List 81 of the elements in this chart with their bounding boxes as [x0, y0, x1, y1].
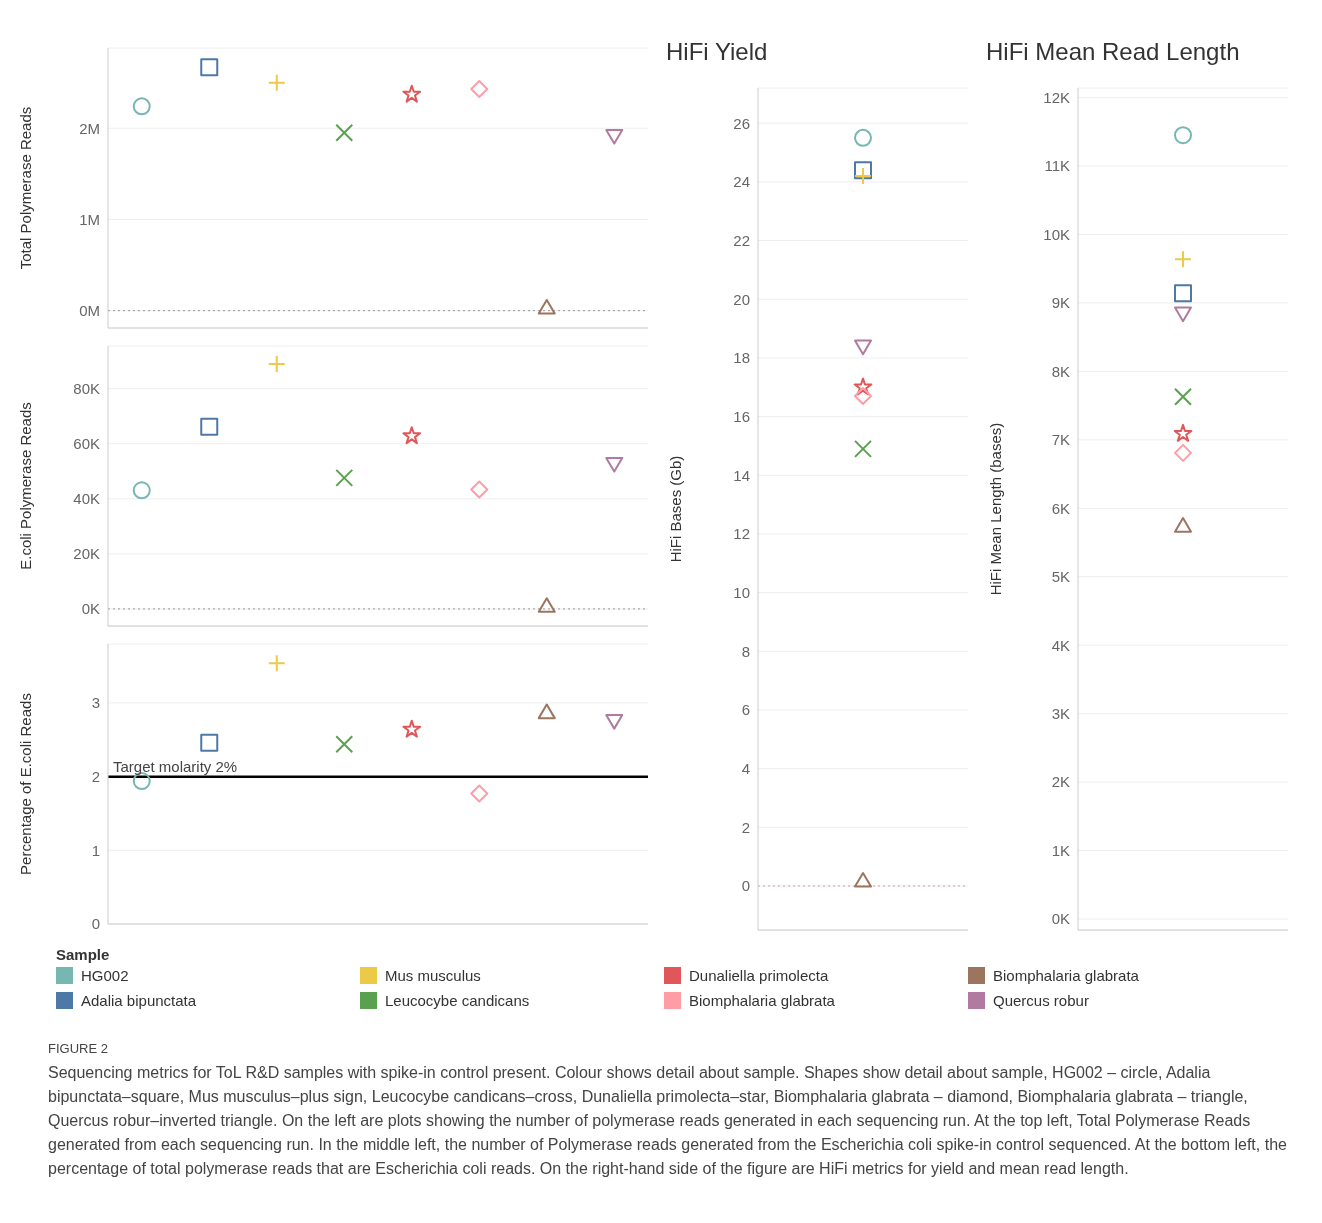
point	[335, 468, 354, 487]
point	[402, 84, 422, 103]
legend-title: Sample	[56, 946, 111, 963]
legend-label: Adalia bipunctata	[80, 991, 198, 1011]
text: Sequencing metrics for ToL R&D samples with spike-in control present. Colour shows detail about sample. Shapes show detail about sample, HG002 – circle, Adalia bipunctata–square, Mus musculus–plus sign, Leucocybe candicans–cross, Dunaliella primolecta–star, Biomphalaria glabrata – diamond, Biomphalaria glabrata – triangle, Quercus robur–inverted triangle. On the left are plots showing the number of polymerase reads generated in each sequencing run. At the top left, Total Polymerase Reads generated from each sequencing run. In the middle left, the number of Polymerase reads generated from the Escherichia coli spike-in control sequenced. At the bottom left, the percentage of total polymerase reads that are Escherichia coli reads. On the right-hand side of the figure are HiFi metrics for yield and mean read length.	[48, 1063, 1288, 1179]
point	[402, 426, 422, 445]
y-axis-title: Percentage of E.coli Reads	[17, 693, 35, 875]
y-tick-label: 20K	[73, 545, 100, 563]
y-tick-label: 1	[91, 841, 100, 859]
y-tick-label: 0K	[1051, 910, 1070, 928]
y-tick-label: 12	[733, 525, 750, 543]
point	[200, 417, 219, 436]
point	[132, 97, 151, 116]
point	[267, 73, 286, 92]
point	[200, 58, 219, 77]
point	[537, 597, 556, 613]
y-tick-label: 60K	[73, 435, 100, 453]
point	[470, 784, 489, 803]
y-tick-label: 0	[91, 915, 100, 933]
legend-label: Biomphalaria glabrata	[992, 966, 1140, 986]
y-axis-title: E.coli Polymerase Reads	[17, 402, 35, 570]
y-tick-label: 1K	[1051, 841, 1070, 859]
y-tick-label: 0	[741, 877, 750, 895]
y-tick-label: 4	[741, 759, 750, 777]
y-tick-label: 8K	[1051, 362, 1070, 380]
y-tick-label: 1M	[79, 210, 100, 228]
point	[402, 719, 422, 738]
point	[132, 481, 151, 500]
y-axis-title: HiFi Bases (Gb)	[667, 455, 685, 563]
caption: FIGURE 2	[48, 1040, 109, 1058]
chart-title: HiFi Yield	[665, 38, 769, 67]
point	[537, 703, 556, 720]
y-tick-label: 10	[733, 583, 750, 601]
y-tick-label: 6	[741, 701, 750, 719]
y-tick-label: 2	[91, 767, 100, 785]
y-tick-label: 80K	[73, 380, 100, 397]
y-tick-label: 0M	[79, 302, 100, 319]
chart-title: HiFi Mean Read Length	[985, 38, 1241, 67]
legend-label: HG002	[80, 966, 130, 986]
y-tick-label: 22	[733, 231, 750, 249]
y-tick-label: 20	[733, 290, 750, 308]
ref-line-label: Target molarity 2%	[113, 757, 238, 775]
y-tick-label: 8	[741, 642, 750, 660]
y-tick-label: 9K	[1051, 294, 1070, 312]
legend-label: Mus musculus	[384, 966, 482, 986]
y-tick-label: 4K	[1051, 636, 1070, 654]
legend-label: Dunaliella primolecta	[688, 966, 830, 986]
y-tick-label: 2K	[1051, 773, 1070, 791]
point	[335, 123, 354, 142]
legend-label: Biomphalaria glabrata	[688, 991, 836, 1011]
y-tick-label: 5K	[1051, 568, 1070, 586]
y-tick-label: 6K	[1051, 499, 1070, 517]
y-tick-label: 2	[741, 818, 750, 836]
y-tick-label: 3K	[1051, 705, 1070, 723]
y-tick-label: 14	[733, 466, 750, 484]
y-tick-label: 16	[733, 407, 750, 425]
y-tick-label: 3	[91, 694, 100, 712]
point	[537, 298, 556, 315]
point	[605, 714, 624, 730]
point	[267, 354, 286, 373]
legend-label: Quercus robur	[992, 991, 1090, 1011]
y-axis-title: Total Polymerase Reads	[17, 106, 35, 270]
point	[200, 733, 219, 752]
point	[470, 480, 489, 499]
legend-label: Leucocybe candicans	[384, 991, 531, 1011]
y-tick-label: 26	[733, 114, 750, 132]
point	[470, 80, 489, 99]
point	[335, 735, 354, 754]
y-tick-label: 0K	[81, 600, 100, 618]
y-tick-label: 10K	[1043, 225, 1070, 243]
point	[605, 128, 624, 145]
y-tick-label: 11K	[1044, 157, 1070, 175]
y-tick-label: 7K	[1051, 431, 1070, 449]
y-tick-label: 2M	[79, 119, 100, 137]
y-axis-title: HiFi Mean Length (bases)	[987, 422, 1005, 596]
y-tick-label: 18	[733, 349, 750, 367]
y-tick-label: 40K	[73, 490, 100, 508]
point	[605, 456, 624, 473]
point	[267, 654, 286, 673]
y-tick-label: 12K	[1043, 88, 1070, 106]
y-tick-label: 24	[733, 173, 750, 191]
